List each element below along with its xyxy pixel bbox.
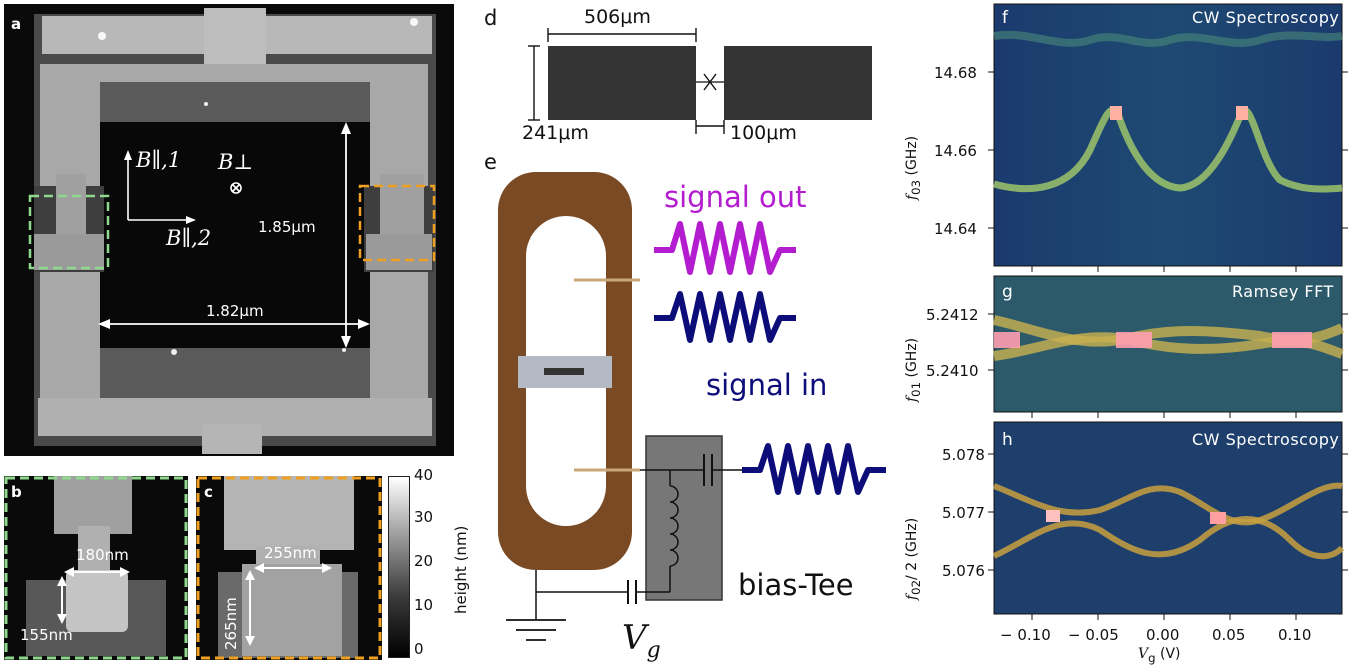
xtick-4: 0.05: [1212, 626, 1246, 644]
spectroscopy-plots: [988, 3, 1348, 620]
signal-in-label: signal in: [706, 368, 828, 402]
afm-zoom-c-graphic: [196, 476, 382, 660]
chip-diagram: [528, 28, 872, 134]
chip-length-label: 506μm: [584, 6, 651, 28]
bias-tee-label: bias-Tee: [738, 568, 854, 602]
plot-h-title: CW Spectroscopy: [1192, 430, 1340, 449]
h-ytick-3: 5.076: [942, 562, 985, 580]
x-axis-label: Vg (V): [1138, 646, 1181, 665]
afm-zoom-b-graphic: [4, 476, 188, 660]
afm-zoom-c: [196, 476, 382, 660]
colorbar-tick-30: 30: [414, 508, 434, 526]
f-ytick-3: 14.64: [934, 220, 977, 238]
width-dimension-label: 1.82μm: [206, 302, 264, 320]
xtick-2: − 0.05: [1068, 626, 1119, 644]
g-ytick-2: 5.2410: [926, 362, 979, 380]
circuit-diagram: [498, 172, 886, 641]
colorbar-tick-10: 10: [414, 596, 434, 614]
f-ytick-1: 14.68: [934, 64, 977, 82]
panel-letter-b: b: [11, 483, 22, 501]
colorbar-label: height (nm): [452, 525, 470, 614]
b-height-label: 155nm: [20, 626, 73, 644]
gate-voltage-label: Vg: [622, 618, 661, 663]
colorbar-tick-20: 20: [414, 552, 434, 570]
g-ytick-1: 5.2412: [926, 306, 979, 324]
panel-letter-e: e: [484, 150, 497, 174]
f-ytick-2: 14.66: [934, 142, 977, 160]
panel-letter-d: d: [484, 6, 498, 30]
h-ytick-2: 5.077: [942, 504, 985, 522]
b-perp-label: B⊥: [218, 150, 254, 174]
xtick-3: 0.00: [1146, 626, 1180, 644]
chip-height-label: 241μm: [522, 122, 589, 144]
xtick-5: 0.10: [1278, 626, 1312, 644]
b-parallel-1-label: B∥,1: [136, 148, 182, 172]
panel-letter-h: h: [1002, 430, 1013, 450]
plot-f-title: CW Spectroscopy: [1192, 8, 1340, 27]
g-ylabel: f01 (GHz): [904, 337, 923, 402]
colorbar-tick-40: 40: [414, 466, 434, 484]
height-colorbar: [388, 476, 410, 658]
panel-letter-g: g: [1002, 282, 1013, 302]
colorbar-tick-0: 0: [414, 640, 424, 658]
h-ylabel: f02/ 2 (GHz): [904, 517, 923, 600]
panel-letter-c: c: [204, 483, 213, 501]
chip-gap-label: 100μm: [730, 122, 797, 144]
panel-letter-f: f: [1002, 8, 1008, 28]
c-width-label: 255nm: [264, 544, 317, 562]
afm-image-graphic: [4, 4, 454, 456]
h-ytick-1: 5.078: [942, 446, 985, 464]
height-dimension-label: 1.85μm: [258, 218, 316, 236]
b-width-label: 180nm: [76, 546, 129, 564]
xtick-1: − 0.10: [1000, 626, 1051, 644]
f-ylabel: f03 (GHz): [904, 135, 923, 200]
b-parallel-2-label: B∥,2: [166, 226, 212, 250]
afm-image-a: [4, 4, 454, 456]
panel-letter-a: a: [11, 15, 22, 33]
c-height-label: 265nm: [222, 597, 240, 650]
afm-zoom-b: [4, 476, 188, 660]
signal-out-label: signal out: [664, 180, 807, 214]
plot-g-title: Ramsey FFT: [1232, 282, 1334, 301]
